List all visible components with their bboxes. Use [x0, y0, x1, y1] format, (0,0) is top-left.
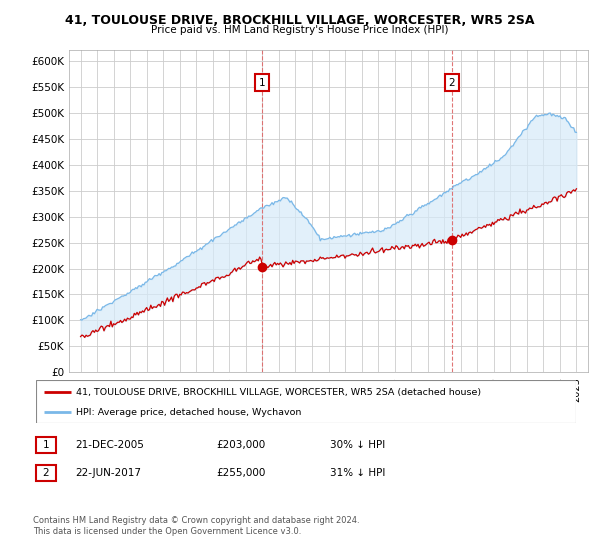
Text: 21-DEC-2005: 21-DEC-2005	[75, 440, 144, 450]
Text: Contains HM Land Registry data © Crown copyright and database right 2024.: Contains HM Land Registry data © Crown c…	[33, 516, 359, 525]
Text: 22-JUN-2017: 22-JUN-2017	[75, 468, 141, 478]
Text: 30% ↓ HPI: 30% ↓ HPI	[330, 440, 385, 450]
Text: £255,000: £255,000	[216, 468, 265, 478]
Text: 41, TOULOUSE DRIVE, BROCKHILL VILLAGE, WORCESTER, WR5 2SA: 41, TOULOUSE DRIVE, BROCKHILL VILLAGE, W…	[65, 14, 535, 27]
Text: Price paid vs. HM Land Registry's House Price Index (HPI): Price paid vs. HM Land Registry's House …	[151, 25, 449, 35]
Text: 2: 2	[43, 468, 49, 478]
Text: This data is licensed under the Open Government Licence v3.0.: This data is licensed under the Open Gov…	[33, 528, 301, 536]
Text: HPI: Average price, detached house, Wychavon: HPI: Average price, detached house, Wych…	[77, 408, 302, 417]
Text: 31% ↓ HPI: 31% ↓ HPI	[330, 468, 385, 478]
Text: 41, TOULOUSE DRIVE, BROCKHILL VILLAGE, WORCESTER, WR5 2SA (detached house): 41, TOULOUSE DRIVE, BROCKHILL VILLAGE, W…	[77, 388, 482, 396]
Text: 2: 2	[449, 78, 455, 87]
Text: 1: 1	[259, 78, 265, 87]
Text: £203,000: £203,000	[216, 440, 265, 450]
Text: 1: 1	[43, 440, 49, 450]
